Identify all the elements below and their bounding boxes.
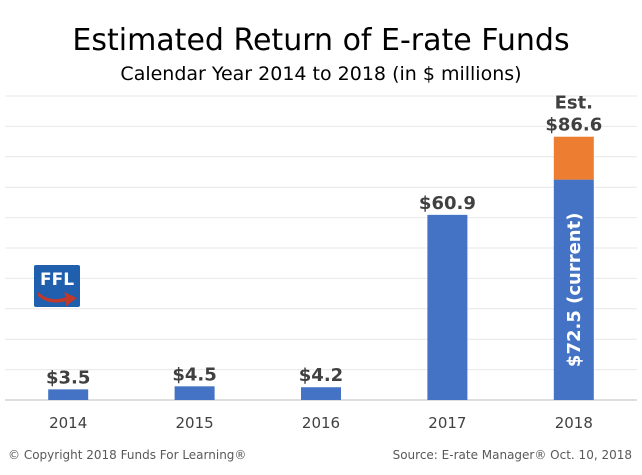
estimate-label: Est.: [555, 93, 593, 114]
x-tick-label: 2017: [428, 414, 466, 432]
data-label: $4.2: [299, 365, 343, 386]
bar-current: [301, 387, 341, 400]
ffl-logo: FFL: [34, 265, 80, 307]
bar-current: [553, 179, 594, 400]
data-label: $60.9: [419, 193, 476, 214]
source-text: Source: E-rate Manager® Oct. 10, 2018: [393, 448, 632, 462]
bar-current: [48, 389, 89, 400]
x-tick-label: 2015: [176, 414, 214, 432]
x-tick-label: 2014: [49, 414, 87, 432]
bar-current: [427, 214, 468, 400]
chart-title: Estimated Return of E-rate Funds: [72, 23, 569, 58]
data-label: $4.5: [172, 364, 216, 385]
x-tick-label: 2016: [302, 414, 340, 432]
data-label: $3.5: [46, 367, 90, 388]
x-tick-label: 2018: [555, 414, 593, 432]
gridlines: [5, 95, 637, 371]
bar-estimate: [553, 136, 594, 180]
arrow-icon: [38, 292, 77, 306]
x-tick-labels: 2014 2015 2016 2017 2018: [49, 414, 593, 432]
chart-subtitle: Calendar Year 2014 to 2018 (in $ million…: [120, 63, 521, 85]
bar-current: [174, 386, 215, 400]
current-label: $72.5 (current): [564, 213, 585, 368]
data-label: $86.6: [545, 115, 602, 136]
ffl-logo-text: FFL: [40, 270, 74, 290]
bars: [48, 136, 594, 400]
copyright-text: © Copyright 2018 Funds For Learning®: [8, 448, 246, 462]
